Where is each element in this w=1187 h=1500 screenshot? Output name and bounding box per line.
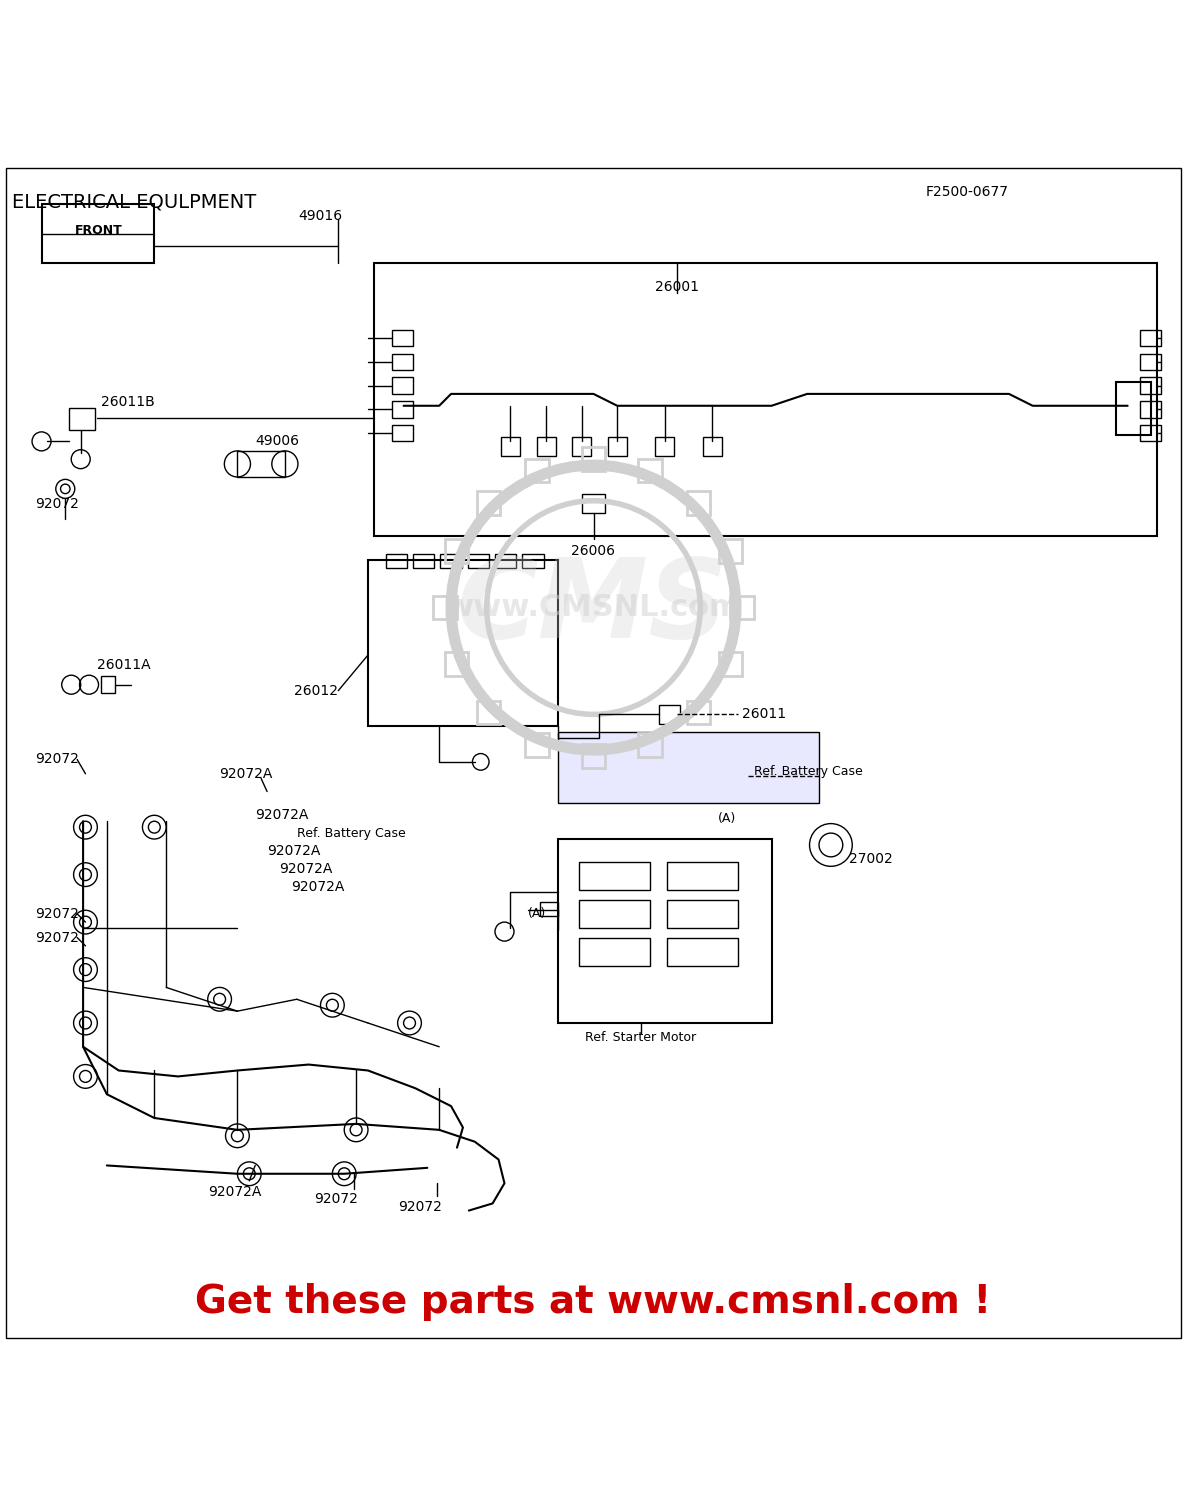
Bar: [522, 554, 544, 568]
Bar: [101, 676, 115, 693]
Bar: [1140, 378, 1161, 394]
Text: 49006: 49006: [255, 435, 299, 448]
Text: 92072A: 92072A: [291, 879, 344, 894]
Bar: [572, 436, 591, 456]
Bar: [42, 204, 154, 264]
Bar: [433, 596, 457, 619]
Bar: [659, 705, 680, 724]
Bar: [413, 554, 434, 568]
Bar: [1140, 424, 1161, 441]
Text: F2500-0677: F2500-0677: [926, 184, 1009, 200]
Text: 92072: 92072: [398, 1200, 442, 1214]
Bar: [579, 861, 650, 889]
Bar: [582, 744, 605, 768]
Bar: [558, 732, 819, 804]
Bar: [386, 554, 407, 568]
Bar: [639, 459, 662, 483]
Bar: [525, 459, 548, 483]
Text: Ref. Starter Motor: Ref. Starter Motor: [585, 1030, 697, 1044]
Bar: [525, 734, 548, 756]
Bar: [392, 330, 413, 346]
Text: 92072: 92072: [36, 498, 80, 512]
Bar: [730, 596, 754, 619]
Text: 26001: 26001: [654, 280, 699, 294]
Text: 26011B: 26011B: [101, 394, 154, 410]
Text: CMS: CMS: [457, 554, 730, 662]
Text: 92072A: 92072A: [208, 1185, 261, 1198]
Text: www.CMSNL.com: www.CMSNL.com: [445, 592, 742, 622]
Bar: [718, 538, 742, 562]
Text: (A): (A): [528, 908, 546, 921]
Bar: [1140, 330, 1161, 346]
Bar: [718, 652, 742, 676]
Bar: [703, 436, 722, 456]
Bar: [501, 436, 520, 456]
Text: ELECTRICAL EQULPMENT: ELECTRICAL EQULPMENT: [12, 192, 256, 211]
Bar: [374, 264, 1157, 537]
Bar: [477, 700, 501, 724]
Bar: [1140, 400, 1161, 417]
Bar: [537, 436, 556, 456]
Bar: [582, 494, 605, 513]
Bar: [445, 538, 469, 562]
Text: 49016: 49016: [298, 209, 343, 224]
Bar: [582, 447, 605, 471]
Text: 27002: 27002: [849, 852, 893, 865]
Bar: [392, 424, 413, 441]
Bar: [579, 938, 650, 966]
Bar: [655, 436, 674, 456]
Text: 92072: 92072: [36, 908, 80, 921]
Bar: [639, 734, 662, 756]
Bar: [495, 554, 516, 568]
Text: FRONT: FRONT: [75, 224, 122, 237]
Bar: [237, 452, 285, 477]
Text: 92072: 92072: [36, 930, 80, 945]
Bar: [368, 560, 558, 726]
Bar: [1116, 382, 1151, 435]
Text: 92072A: 92072A: [279, 861, 332, 876]
Text: (A): (A): [718, 813, 736, 825]
Text: 26006: 26006: [571, 543, 616, 558]
Text: Ref. Battery Case: Ref. Battery Case: [754, 765, 863, 778]
Bar: [468, 554, 489, 568]
Bar: [579, 900, 650, 928]
Bar: [667, 900, 738, 928]
Bar: [608, 436, 627, 456]
Text: 92072A: 92072A: [220, 766, 273, 780]
Text: Ref. Battery Case: Ref. Battery Case: [297, 827, 406, 840]
Bar: [392, 400, 413, 417]
Text: 92072A: 92072A: [267, 844, 320, 858]
Bar: [69, 408, 95, 429]
Bar: [558, 839, 772, 1023]
Bar: [445, 652, 469, 676]
Bar: [392, 354, 413, 370]
Bar: [686, 700, 710, 724]
Bar: [540, 902, 558, 916]
Bar: [686, 490, 710, 514]
Text: 26011A: 26011A: [97, 657, 151, 672]
Bar: [667, 938, 738, 966]
Text: 26012: 26012: [294, 684, 338, 698]
Bar: [667, 861, 738, 889]
Text: Get these parts at www.cmsnl.com !: Get these parts at www.cmsnl.com !: [196, 1282, 991, 1322]
Text: 92072: 92072: [315, 1191, 358, 1206]
Text: 26011: 26011: [742, 708, 786, 722]
Bar: [392, 378, 413, 394]
Text: 92072: 92072: [36, 753, 80, 766]
Text: 92072A: 92072A: [255, 808, 309, 822]
Bar: [477, 490, 501, 514]
Bar: [1140, 354, 1161, 370]
Bar: [440, 554, 462, 568]
